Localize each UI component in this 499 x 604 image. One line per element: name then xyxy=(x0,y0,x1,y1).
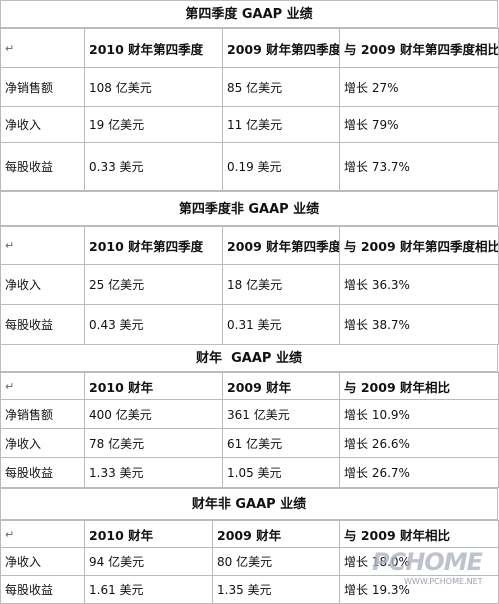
value-2009: 361 亿美元 xyxy=(222,399,340,429)
value-2010: 0.43 美元 xyxy=(84,304,223,345)
col-header-2009: 2009 财年 xyxy=(222,372,340,400)
table-q4-gaap: ↵ 2010 财年第四季度 2009 财年第四季度 与 2009 财年第四季度相… xyxy=(0,28,499,191)
section-title-fy-gaap: 财年 GAAP 业绩 xyxy=(0,344,498,372)
col-header-2009: 2009 财年 xyxy=(212,520,340,548)
table-fy-non-gaap: ↵ 2010 财年 2009 财年 与 2009 财年相比 净收入 94 亿美元… xyxy=(0,520,499,604)
col-header-compare: 与 2009 财年相比 xyxy=(339,520,499,548)
value-compare: 增长 79% xyxy=(339,106,499,143)
col-header-2010: 2010 财年 xyxy=(84,372,223,400)
table-row: 净收入 19 亿美元 11 亿美元 增长 79% xyxy=(0,106,499,143)
table-row: 净销售额 400 亿美元 361 亿美元 增长 10.9% xyxy=(0,399,499,429)
value-2010: 108 亿美元 xyxy=(84,67,223,107)
value-compare: 增长 36.3% xyxy=(339,264,499,305)
return-mark: ↵ xyxy=(0,28,85,68)
value-2009: 0.19 美元 xyxy=(222,142,340,191)
row-label: 每股收益 xyxy=(0,304,85,345)
pchome-watermark-url: WWW.PCHOME.NET xyxy=(404,577,483,586)
table-header-row: ↵ 2010 财年第四季度 2009 财年第四季度 与 2009 财年第四季度相… xyxy=(0,226,499,265)
value-2010: 1.61 美元 xyxy=(84,575,213,604)
row-label: 净销售额 xyxy=(0,399,85,429)
table-row: 每股收益 1.61 美元 1.35 美元 增长 19.3% xyxy=(0,575,499,604)
table-row: 净收入 78 亿美元 61 亿美元 增长 26.6% xyxy=(0,428,499,458)
value-2009: 18 亿美元 xyxy=(222,264,340,305)
value-2010: 400 亿美元 xyxy=(84,399,223,429)
value-2010: 0.33 美元 xyxy=(84,142,223,191)
col-header-2010: 2010 财年 xyxy=(84,520,213,548)
table-q4-non-gaap: ↵ 2010 财年第四季度 2009 财年第四季度 与 2009 财年第四季度相… xyxy=(0,226,499,345)
value-compare: 增长 26.6% xyxy=(339,428,499,458)
value-2010: 1.33 美元 xyxy=(84,457,223,488)
table-row: 每股收益 0.33 美元 0.19 美元 增长 73.7% xyxy=(0,142,499,191)
col-header-compare: 与 2009 财年第四季度相比 xyxy=(339,28,499,68)
table-row: 净收入 94 亿美元 80 亿美元 增长 18.0% xyxy=(0,547,499,576)
value-2009: 85 亿美元 xyxy=(222,67,340,107)
table-row: 每股收益 0.43 美元 0.31 美元 增长 38.7% xyxy=(0,304,499,345)
pchome-watermark-logo: PCHOME xyxy=(372,548,483,576)
col-header-2010-q4: 2010 财年第四季度 xyxy=(84,226,223,265)
col-header-2009-q4: 2009 财年第四季度 xyxy=(222,226,340,265)
value-2009: 0.31 美元 xyxy=(222,304,340,345)
value-compare: 增长 10.9% xyxy=(339,399,499,429)
value-compare: 增长 73.7% xyxy=(339,142,499,191)
row-label: 净收入 xyxy=(0,264,85,305)
value-compare: 增长 27% xyxy=(339,67,499,107)
table-header-row: ↵ 2010 财年 2009 财年 与 2009 财年相比 xyxy=(0,520,499,548)
return-mark: ↵ xyxy=(0,372,85,400)
row-label: 每股收益 xyxy=(0,142,85,191)
row-label: 净收入 xyxy=(0,547,85,576)
col-header-2010-q4: 2010 财年第四季度 xyxy=(84,28,223,68)
section-title-fy-non-gaap: 财年非 GAAP 业绩 xyxy=(0,488,498,520)
row-label: 每股收益 xyxy=(0,457,85,488)
value-compare: 增长 18.0% xyxy=(339,547,499,576)
value-2010: 25 亿美元 xyxy=(84,264,223,305)
table-header-row: ↵ 2010 财年 2009 财年 与 2009 财年相比 xyxy=(0,372,499,400)
table-row: 净收入 25 亿美元 18 亿美元 增长 36.3% xyxy=(0,264,499,305)
value-2009: 1.35 美元 xyxy=(212,575,340,604)
value-compare: 增长 26.7% xyxy=(339,457,499,488)
table-row: 每股收益 1.33 美元 1.05 美元 增长 26.7% xyxy=(0,457,499,488)
return-mark: ↵ xyxy=(0,520,85,548)
col-header-compare: 与 2009 财年相比 xyxy=(339,372,499,400)
value-2009: 61 亿美元 xyxy=(222,428,340,458)
table-header-row: ↵ 2010 财年第四季度 2009 财年第四季度 与 2009 财年第四季度相… xyxy=(0,28,499,68)
table-fy-gaap: ↵ 2010 财年 2009 财年 与 2009 财年相比 净销售额 400 亿… xyxy=(0,372,499,488)
row-label: 净销售额 xyxy=(0,67,85,107)
value-2009: 80 亿美元 xyxy=(212,547,340,576)
col-header-compare: 与 2009 财年第四季度相比 xyxy=(339,226,499,265)
value-2010: 94 亿美元 xyxy=(84,547,213,576)
value-2010: 78 亿美元 xyxy=(84,428,223,458)
row-label: 净收入 xyxy=(0,106,85,143)
return-mark: ↵ xyxy=(0,226,85,265)
table-row: 净销售额 108 亿美元 85 亿美元 增长 27% xyxy=(0,67,499,107)
col-header-2009-q4: 2009 财年第四季度 xyxy=(222,28,340,68)
row-label: 每股收益 xyxy=(0,575,85,604)
section-title-q4-gaap: 第四季度 GAAP 业绩 xyxy=(0,0,498,28)
section-title-q4-non-gaap: 第四季度非 GAAP 业绩 xyxy=(0,191,498,226)
value-2009: 11 亿美元 xyxy=(222,106,340,143)
value-2010: 19 亿美元 xyxy=(84,106,223,143)
row-label: 净收入 xyxy=(0,428,85,458)
value-compare: 增长 19.3% xyxy=(339,575,499,604)
value-compare: 增长 38.7% xyxy=(339,304,499,345)
value-2009: 1.05 美元 xyxy=(222,457,340,488)
